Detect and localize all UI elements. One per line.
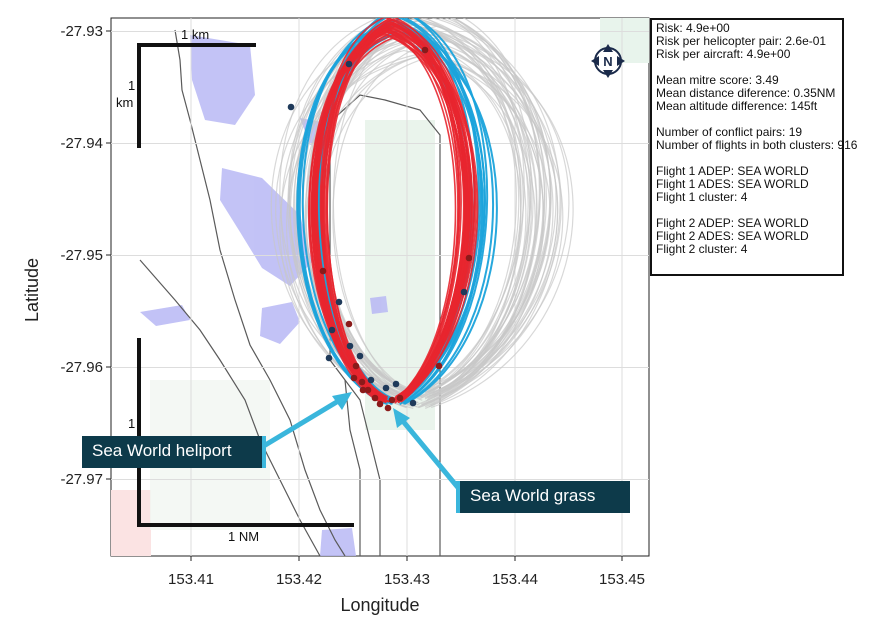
grey-track	[332, 18, 546, 401]
scale-label-bottom-nm: 1 NM	[228, 529, 259, 544]
callout-arrows	[260, 392, 462, 492]
scale-label-top-km: 1 km	[181, 27, 209, 42]
conflict-points	[287, 46, 473, 412]
x-tick-4: 153.45	[599, 571, 645, 588]
conflict-point	[346, 342, 354, 350]
info-f2-adep: Flight 2 ADEP: SEA WORLD	[656, 216, 809, 230]
callout-grass-label: Sea World grass	[470, 486, 596, 505]
conflict-point	[350, 374, 358, 382]
callout-heliport: Sea World heliport	[82, 436, 266, 468]
scale-label-left-km-2: km	[116, 95, 133, 110]
y-axis-title: Latitude	[22, 258, 42, 322]
conflict-point	[382, 384, 390, 392]
info-f1-cluster: Flight 1 cluster: 4	[656, 190, 748, 204]
callout-grass: Sea World grass	[456, 481, 630, 513]
conflict-point	[392, 380, 400, 388]
conflict-point	[352, 362, 360, 370]
conflict-point	[460, 288, 468, 296]
conflict-point	[435, 362, 443, 370]
y-tick-2: -27.95	[60, 247, 103, 264]
conflict-point	[376, 400, 384, 408]
red-track	[312, 21, 461, 402]
conflict-point	[335, 298, 343, 306]
conflict-point	[345, 320, 353, 328]
x-tick-3: 153.44	[492, 571, 538, 588]
conflict-point	[371, 394, 379, 402]
y-tick-1: -27.94	[60, 135, 103, 152]
y-tick-4: -27.97	[60, 471, 103, 488]
info-mitre: Mean mitre score: 3.49	[656, 73, 779, 87]
conflict-point	[364, 386, 372, 394]
info-conflicts: Number of conflict pairs: 19	[656, 125, 803, 139]
conflict-point	[359, 386, 367, 394]
info-panel: Risk: 4.9e+00 Risk per helicopter pair: …	[650, 18, 858, 276]
north-arrow-icon: N	[591, 44, 625, 78]
conflict-point	[396, 394, 404, 402]
conflict-point	[409, 399, 417, 407]
info-altitude: Mean altitude difference: 145ft	[656, 99, 818, 113]
conflict-point	[358, 378, 366, 386]
info-distance: Mean distance diference: 0.35NM	[656, 86, 836, 100]
x-tick-0: 153.41	[168, 571, 214, 588]
red-track	[315, 27, 459, 401]
y-tick-0: -27.93	[60, 23, 103, 40]
info-f1-ades: Flight 1 ADES: SEA WORLD	[656, 177, 809, 191]
x-axis: 153.41 153.42 153.43 153.44 153.45	[168, 556, 645, 588]
grey-track	[279, 18, 517, 397]
conflict-point	[421, 46, 429, 54]
conflict-point	[356, 352, 364, 360]
info-risk-aircraft: Risk per aircraft: 4.9e+00	[656, 47, 791, 61]
red-track	[322, 31, 469, 401]
conflict-point	[287, 103, 295, 111]
info-risk: Risk: 4.9e+00	[656, 21, 730, 35]
y-axis: -27.93 -27.94 -27.95 -27.96 -27.97	[60, 23, 111, 488]
compass-letter: N	[603, 54, 612, 69]
info-risk-pair: Risk per helicopter pair: 2.6e-01	[656, 34, 827, 48]
scale-label-left-nm: 1	[128, 416, 135, 431]
grey-track	[287, 18, 551, 399]
conflict-point	[384, 404, 392, 412]
x-axis-title: Longitude	[340, 595, 419, 615]
conflict-point	[367, 376, 375, 384]
conflict-point	[465, 254, 473, 262]
conflict-point	[319, 267, 327, 275]
scale-bars	[137, 43, 354, 527]
conflict-point	[388, 396, 396, 404]
x-tick-2: 153.43	[384, 571, 430, 588]
conflict-point	[345, 60, 353, 68]
info-flights: Number of flights in both clusters: 916	[656, 138, 858, 152]
y-tick-3: -27.96	[60, 359, 103, 376]
x-tick-1: 153.42	[276, 571, 322, 588]
conflict-point	[325, 354, 333, 362]
conflict-point	[328, 326, 336, 334]
scale-label-left-km-1: 1	[128, 78, 135, 93]
info-f1-adep: Flight 1 ADEP: SEA WORLD	[656, 164, 809, 178]
red-conflict-tracks	[307, 18, 479, 404]
red-track	[311, 34, 466, 403]
info-f2-cluster: Flight 2 cluster: 4	[656, 242, 748, 256]
info-f2-ades: Flight 2 ADES: SEA WORLD	[656, 229, 809, 243]
callout-heliport-label: Sea World heliport	[92, 441, 232, 460]
